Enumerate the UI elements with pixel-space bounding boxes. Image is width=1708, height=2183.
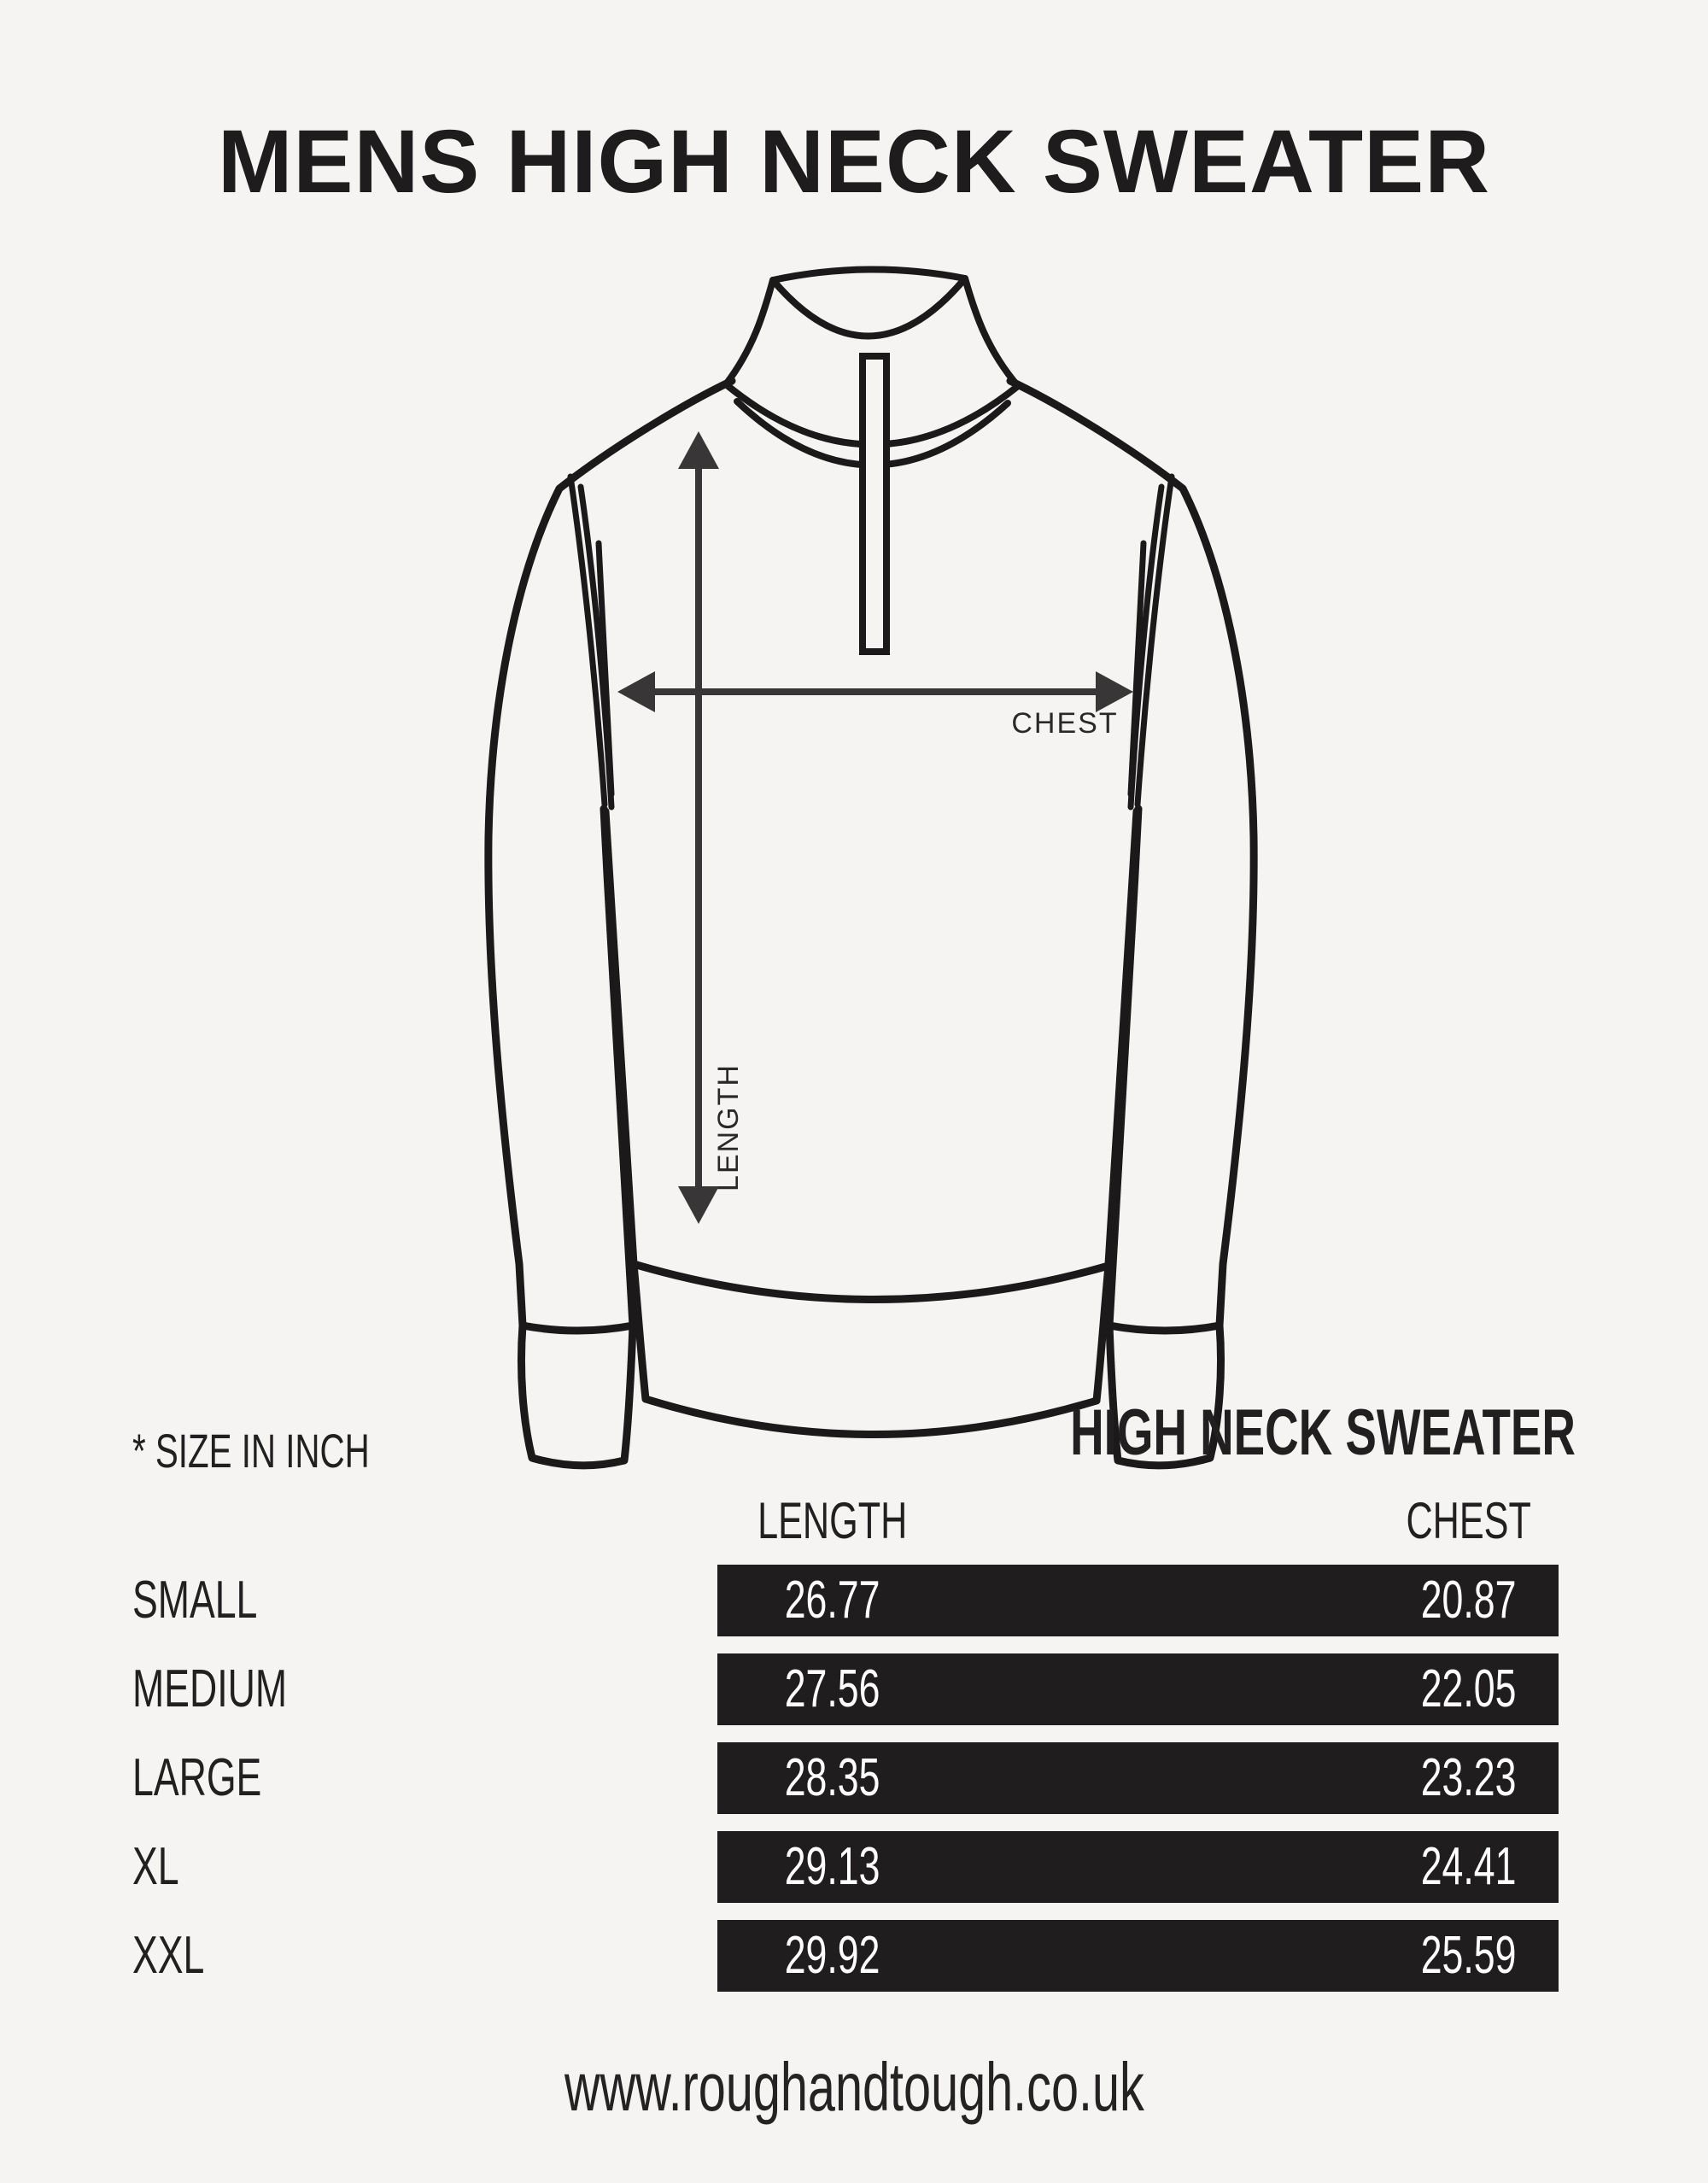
size-label-large: LARGE — [132, 1748, 262, 1807]
sweater-left-cuff — [517, 1321, 637, 1470]
sweater-waistband-top — [629, 1260, 1113, 1303]
collar-left-edge — [722, 277, 776, 388]
length-value: 28.35 — [785, 1748, 880, 1807]
right-armhole-crease — [1127, 540, 1147, 798]
size-unit-note: * SIZE IN INCH — [132, 1424, 370, 1478]
website-url: www.roughandtough.co.uk — [564, 2049, 1144, 2125]
size-label-medium: MEDIUM — [132, 1659, 288, 1718]
length-value: 29.92 — [785, 1926, 880, 1985]
length-value: 27.56 — [785, 1659, 880, 1718]
size-label-xl: XL — [132, 1837, 179, 1896]
left-armhole-crease — [595, 540, 615, 798]
table-row: 28.35 23.23 — [717, 1742, 1559, 1814]
chest-value: 22.05 — [1421, 1659, 1517, 1718]
sweater-drawing: CHEST LENGTH — [484, 266, 1258, 1470]
collar-opening — [769, 275, 968, 340]
collar-right-edge — [962, 275, 1021, 389]
chest-arrow-label: CHEST — [1011, 707, 1118, 740]
collar-top — [769, 266, 968, 284]
table-row: 29.13 24.41 — [717, 1831, 1559, 1903]
length-value: 26.77 — [785, 1571, 880, 1630]
length-arrow-label: LENGTH — [712, 1063, 745, 1191]
zipper-placket — [859, 353, 890, 655]
right-armhole-seam — [1134, 473, 1175, 808]
chest-value: 24.41 — [1421, 1837, 1517, 1896]
chest-value: 20.87 — [1421, 1571, 1517, 1630]
sweater-waistband-bottom — [641, 1395, 1101, 1438]
table-row: 29.92 25.59 — [717, 1920, 1559, 1992]
chest-arrow — [617, 671, 1133, 712]
left-armhole-seam — [567, 473, 608, 808]
page-title: MENS HIGH NECK SWEATER — [217, 112, 1491, 212]
column-header-chest: CHEST — [1406, 1492, 1532, 1549]
chest-value: 25.59 — [1421, 1926, 1517, 1985]
table-row: 26.77 20.87 — [717, 1565, 1559, 1636]
column-header-length: LENGTH — [757, 1492, 908, 1549]
table-row: 27.56 22.05 — [717, 1653, 1559, 1725]
sweater-right-body-side — [1104, 807, 1141, 1268]
sweater-right-sleeve-outline — [1006, 377, 1258, 1330]
sweater-left-body-side — [601, 807, 638, 1268]
length-value: 29.13 — [785, 1837, 880, 1896]
table-title: HIGH NECK SWEATER — [1070, 1396, 1576, 1469]
size-label-small: SMALL — [132, 1571, 258, 1630]
size-label-xxl: XXL — [132, 1926, 205, 1985]
chest-value: 23.23 — [1421, 1748, 1517, 1807]
sweater-left-sleeve-outline — [484, 377, 736, 1330]
sweater-waistband-right — [1092, 1261, 1113, 1405]
sweater-diagram: CHEST LENGTH — [444, 256, 1298, 1478]
sweater-waistband-left — [629, 1260, 650, 1403]
sweater-right-cuff — [1105, 1321, 1225, 1470]
length-arrow — [678, 431, 719, 1224]
